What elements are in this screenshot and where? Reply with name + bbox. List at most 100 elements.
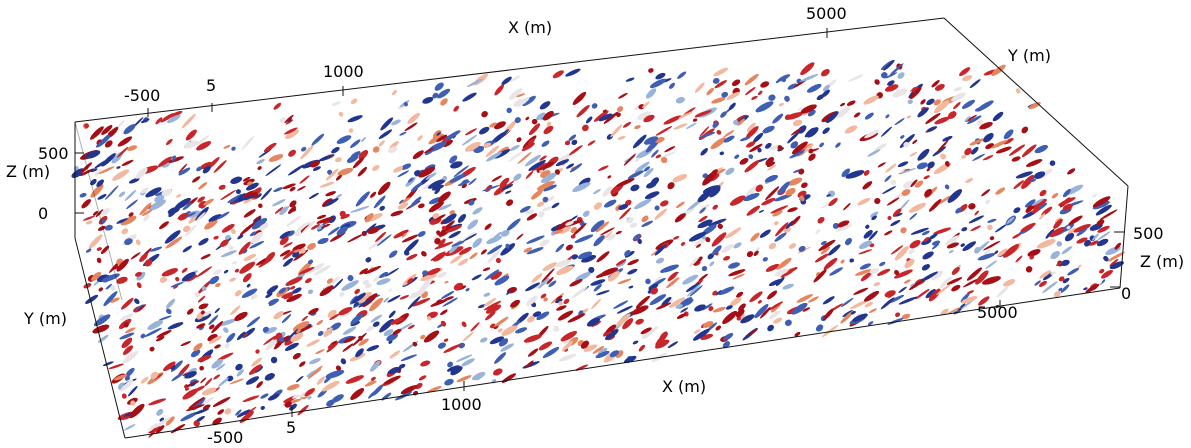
vortex-structure (865, 224, 870, 229)
vortex-structure (607, 175, 612, 179)
vortex-structure (307, 365, 323, 379)
vortex-structure (568, 145, 583, 156)
vortex-structure (661, 296, 672, 306)
vortex-structure (364, 223, 377, 234)
vortex-structure (156, 336, 165, 342)
vortex-structure (183, 225, 191, 233)
vortex-structure (593, 189, 601, 195)
vortex-structure (571, 139, 578, 145)
vortex-structure (408, 177, 414, 183)
vortex-structure (922, 251, 934, 260)
vortex-structure (928, 233, 938, 240)
vortex-structure (808, 153, 816, 161)
vortex-structure (426, 386, 442, 393)
vortex-structure (252, 218, 267, 230)
vortex-structure (641, 330, 651, 339)
vortex-structure (182, 245, 192, 253)
vortex-structure (778, 103, 784, 107)
vortex-structure (470, 322, 480, 332)
vortex-structure (283, 258, 293, 267)
vortex-structure (290, 332, 304, 342)
vortex-structure (974, 247, 981, 254)
vortex-structure (290, 286, 296, 290)
vortex-structure (163, 361, 176, 371)
vortex-structure (846, 100, 856, 106)
vortex-structure (593, 284, 602, 292)
vortex-structure (660, 200, 669, 207)
vortex-structure (711, 232, 727, 247)
vortex-structure (840, 259, 845, 264)
vortex-structure (787, 83, 797, 90)
vortex-structure (279, 206, 288, 215)
vortex-structure (442, 175, 447, 181)
vortex-structure (695, 82, 705, 93)
vortex-structure (487, 244, 503, 255)
vortex-structure (399, 199, 404, 204)
vortex-structure (1114, 242, 1122, 250)
vortex-structure (997, 248, 1008, 257)
vortex-structure (903, 279, 911, 284)
vortex-structure (268, 154, 284, 162)
vortex-structure (390, 210, 403, 217)
vortex-structure (213, 160, 227, 173)
vortex-structure (697, 191, 711, 203)
vortex-structure (571, 254, 578, 260)
vortex-structure (97, 225, 106, 231)
vortex-structure (450, 366, 463, 376)
vortex-structure (292, 251, 300, 258)
vortex-structure (858, 249, 872, 255)
vortex-structure (211, 321, 223, 334)
vortex-structure (1034, 145, 1048, 154)
vortex-structure (803, 143, 814, 153)
vortex-structure (749, 143, 763, 153)
vortex-structure (489, 336, 505, 345)
vortex-structure (820, 240, 827, 245)
vortex-structure (898, 286, 907, 293)
vortex-structure (737, 118, 746, 126)
vortex-structure (680, 241, 686, 246)
vortex-structure (187, 308, 194, 315)
vortex-structure (836, 106, 851, 119)
vortex-structure (755, 247, 760, 252)
vortex-structure (542, 111, 554, 121)
vortex-structure (435, 214, 446, 221)
vortex-structure (760, 81, 770, 88)
vortex-structure (558, 353, 577, 362)
vortex-structure (79, 193, 87, 198)
vortex-structure (796, 294, 814, 303)
vortex-structure (352, 292, 366, 304)
vortex-structure (493, 368, 503, 376)
vortex-structure (388, 340, 393, 344)
vortex-structure (526, 213, 537, 221)
vortex-structure (155, 117, 163, 125)
vortex-structure (1051, 192, 1059, 199)
vortex-structure (608, 271, 620, 282)
vortex-structure (422, 270, 428, 276)
vortex-structure (590, 279, 606, 286)
vortex-structure (837, 220, 850, 228)
vortex-structure (278, 336, 285, 343)
vortex-structure (983, 240, 1001, 251)
vortex-structure (430, 298, 448, 307)
vortex-structure (673, 236, 680, 240)
vortex-structure (265, 252, 275, 262)
vortex-structure (836, 224, 853, 232)
vortex-structure (615, 230, 622, 235)
vortex-structure (354, 288, 361, 295)
vortex-structure (196, 166, 202, 172)
vortex-structure (231, 146, 236, 151)
vortex-structure (742, 327, 758, 341)
vortex-structure (1020, 222, 1036, 232)
vortex-structure (397, 202, 409, 210)
vortex-structure (523, 247, 533, 253)
vortex-structure (480, 249, 487, 255)
vortex-structure (637, 111, 651, 120)
vortex-structure (744, 160, 760, 173)
vortex-structure (400, 354, 418, 362)
vortex-structure (570, 215, 578, 221)
vortex-structure (494, 352, 506, 364)
vortex-structure (128, 177, 140, 184)
vortex-structure (864, 112, 874, 120)
vortex-structure (417, 231, 426, 237)
